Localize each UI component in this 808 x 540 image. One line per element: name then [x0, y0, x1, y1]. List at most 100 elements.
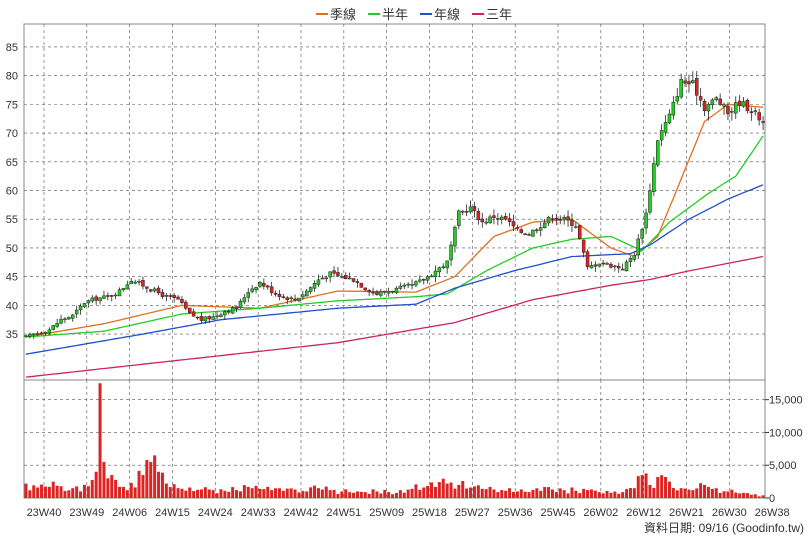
volume-bar	[511, 491, 515, 498]
ma-line-0	[25, 103, 764, 338]
candle-body	[503, 215, 508, 220]
candle-body	[523, 233, 527, 236]
volume-y-tick-label: 10,000	[769, 427, 803, 439]
candle-body	[734, 102, 738, 114]
volume-bar	[402, 492, 406, 498]
x-tick-label: 26W21	[669, 507, 704, 519]
candle-body	[515, 227, 520, 229]
volume-bar	[554, 491, 558, 498]
volume-bar	[199, 489, 203, 498]
candle-body	[741, 101, 746, 107]
x-tick-label: 24W24	[198, 507, 233, 519]
candle-body	[726, 105, 730, 115]
volume-bar	[110, 475, 114, 498]
volume-bar	[242, 485, 246, 498]
price-y-tick-label: 60	[6, 186, 18, 198]
volume-y-axis: 0 5,000 10,000 15,000	[765, 395, 803, 505]
candle-body	[714, 97, 718, 101]
price-y-tick-label: 80	[6, 71, 18, 83]
candle-body	[246, 292, 250, 298]
price-y-tick-label: 75	[6, 99, 18, 111]
candle-body	[527, 234, 531, 236]
candle-body	[620, 268, 625, 271]
candle-body	[441, 266, 445, 268]
candle-body	[172, 295, 176, 298]
volume-bar	[699, 483, 703, 498]
volume-bar	[129, 482, 133, 498]
volume-bar	[441, 478, 445, 498]
candle-body	[683, 80, 687, 84]
legend-item-3: 三年	[472, 7, 512, 22]
volume-bar	[82, 484, 86, 498]
candle-body	[160, 291, 165, 297]
candle-body	[730, 111, 734, 113]
candle-body	[258, 281, 262, 287]
volume-plot-frame	[23, 379, 766, 499]
candle-body	[546, 216, 551, 224]
volume-bar	[566, 493, 570, 498]
candle-body	[558, 218, 562, 221]
candle-body	[367, 290, 371, 293]
candle-body	[191, 311, 196, 317]
candle-body	[113, 294, 118, 297]
candle-body	[363, 287, 367, 291]
volume-bar	[472, 486, 476, 498]
volume-bar	[562, 490, 566, 498]
volume-bar	[47, 486, 51, 498]
volume-bar	[266, 486, 270, 498]
volume-bar	[184, 490, 188, 498]
volume-bar	[106, 478, 110, 498]
candle-body	[507, 218, 512, 222]
volume-bar	[118, 486, 122, 498]
candle-body	[425, 276, 430, 281]
volume-bar	[488, 486, 492, 498]
candle-body	[195, 316, 200, 319]
volume-bar	[605, 490, 609, 498]
candle-body	[671, 101, 676, 116]
volume-bar	[531, 489, 535, 498]
x-tick-label: 26W02	[583, 507, 618, 519]
candle-body	[199, 316, 204, 321]
candle-body	[133, 281, 137, 284]
volume-y-tick-label: 5,000	[769, 460, 797, 472]
candle-body	[43, 332, 48, 334]
candle-body	[624, 261, 629, 272]
candle-body	[28, 333, 32, 337]
volume-bar	[316, 488, 320, 498]
volume-bar	[86, 486, 90, 498]
price-plot-frame	[23, 23, 766, 381]
volume-bar	[722, 491, 726, 498]
candle-body	[550, 218, 555, 220]
volume-bar	[285, 488, 289, 498]
x-tick-label: 25W36	[498, 507, 533, 519]
moving-average-lines	[25, 103, 764, 378]
candle-body	[691, 80, 695, 83]
candle-body	[98, 297, 102, 301]
volume-bar	[636, 476, 640, 498]
candle-body	[554, 218, 559, 220]
volume-bar	[617, 493, 621, 498]
volume-bar	[320, 489, 324, 498]
volume-bar	[375, 491, 379, 498]
candle-body	[445, 260, 449, 269]
volume-bar	[469, 487, 473, 498]
candle-body	[55, 323, 59, 327]
volume-bar	[461, 481, 465, 498]
candle-body	[379, 291, 383, 296]
volume-bar	[379, 493, 383, 498]
volume-bar	[270, 490, 274, 498]
volume-bar	[250, 488, 254, 498]
candle-body	[227, 311, 231, 313]
volume-bar	[484, 489, 488, 498]
candle-body	[180, 298, 184, 303]
volume-bar	[55, 485, 59, 498]
price-y-tick-label: 55	[6, 214, 18, 226]
volume-bar	[687, 489, 691, 498]
candle-body	[94, 296, 98, 301]
volume-bar	[648, 484, 652, 498]
candle-body	[351, 278, 356, 282]
volume-bar	[410, 488, 414, 498]
volume-bar	[367, 493, 371, 498]
volume-bar	[570, 487, 574, 498]
price-y-axis: 35 40 45 50 55 60 65 70 75 80 85	[6, 42, 18, 341]
